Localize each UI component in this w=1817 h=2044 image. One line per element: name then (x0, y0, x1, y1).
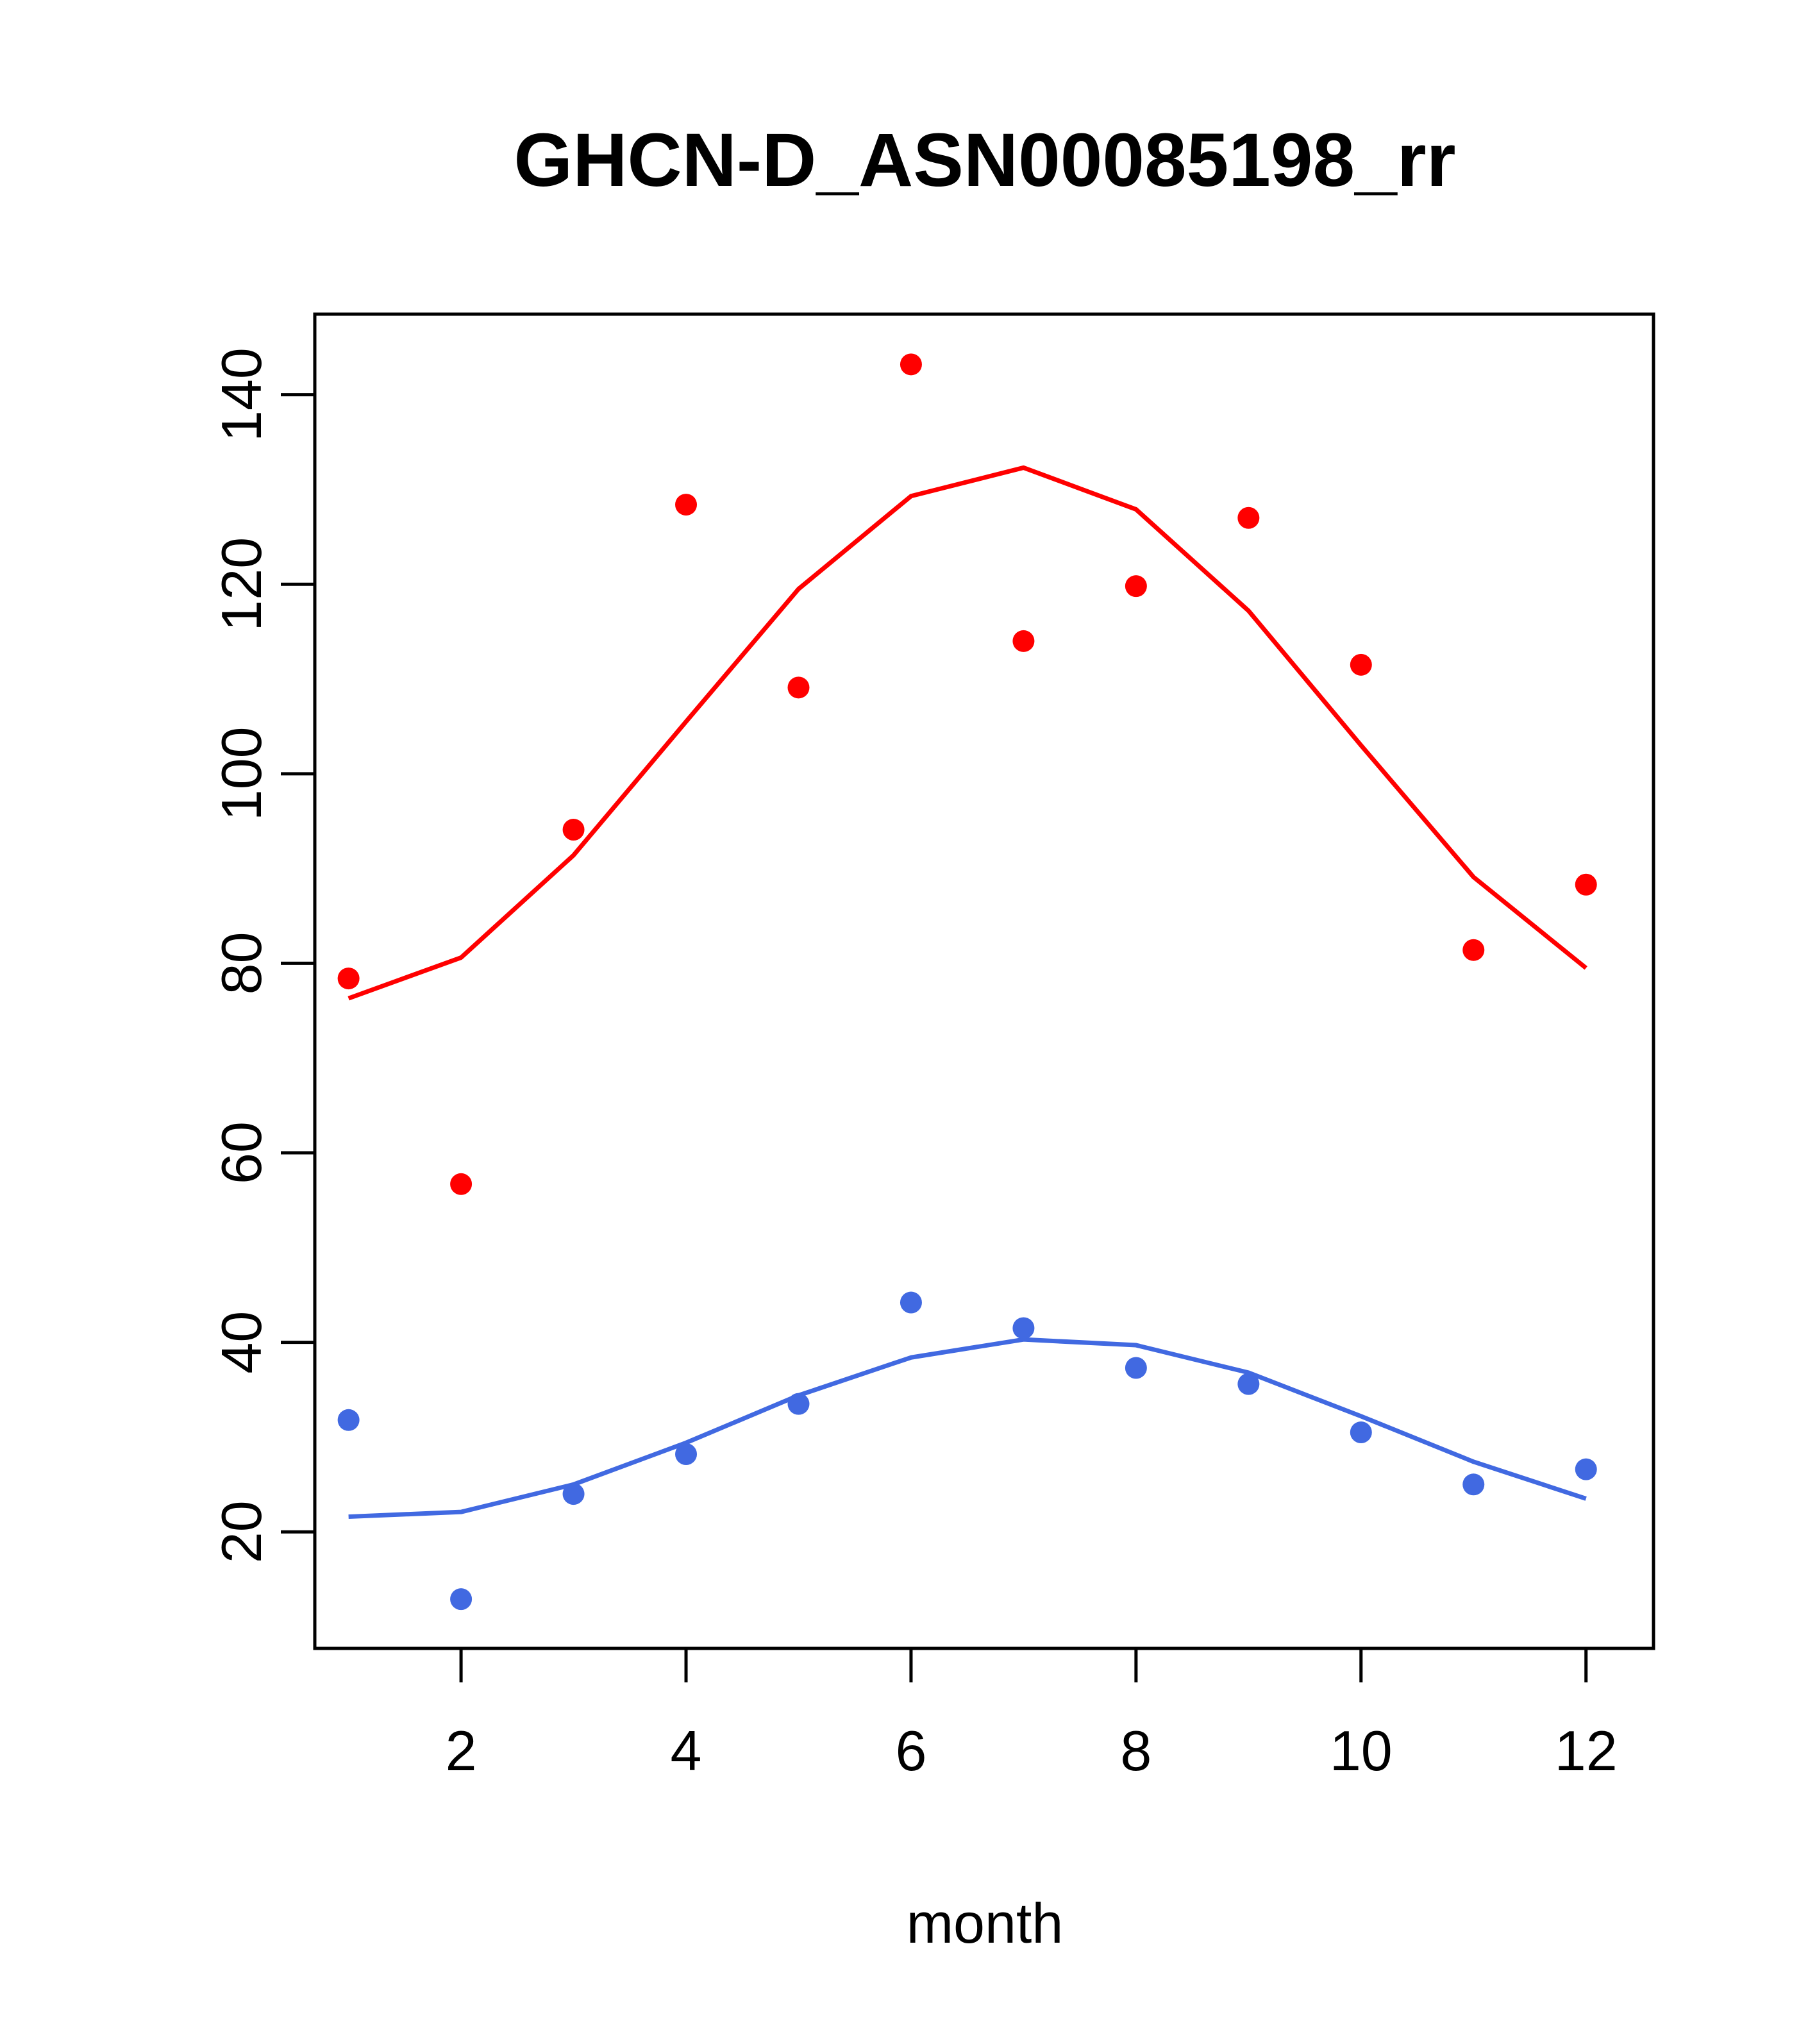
x-tick-label: 12 (1555, 1719, 1618, 1782)
red-point (675, 494, 698, 516)
x-tick-label: 2 (446, 1719, 477, 1782)
plot-frame (313, 312, 1655, 1650)
x-axis-label: month (907, 1891, 1064, 1955)
red-point (1237, 507, 1260, 529)
red-point (787, 676, 810, 699)
y-tick-label: 20 (210, 1500, 273, 1563)
blue-point (1012, 1317, 1035, 1339)
y-tick-label: 80 (210, 932, 273, 994)
blue-fit-line (348, 1337, 1587, 1520)
x-tick-label: 6 (895, 1719, 926, 1782)
y-tick-label: 60 (210, 1121, 273, 1184)
red-point (1125, 575, 1147, 598)
blue-point (450, 1588, 473, 1611)
chart-title: GHCN-D_ASN00085198_rr (514, 118, 1455, 203)
red-fit-line (347, 465, 1587, 1001)
x-tick-label: 8 (1120, 1719, 1151, 1782)
blue-point (562, 1483, 585, 1505)
blue-point (675, 1443, 698, 1466)
red-point (450, 1173, 473, 1195)
red-point (900, 353, 922, 376)
blue-point (1237, 1373, 1260, 1395)
y-tick-label: 120 (210, 537, 273, 632)
red-point (562, 819, 585, 841)
y-tick-label: 140 (210, 348, 273, 442)
blue-point (787, 1393, 810, 1415)
y-tick-label: 40 (210, 1311, 273, 1374)
red-point (1350, 653, 1372, 676)
x-tick-label: 10 (1330, 1719, 1393, 1782)
red-point (1462, 939, 1485, 961)
blue-point (1350, 1421, 1372, 1444)
x-axis: 2 4 6 8 10 12 (446, 1648, 1618, 1782)
y-axis: 20 40 60 80 100 120 140 (210, 348, 315, 1563)
x-tick-label: 4 (671, 1719, 702, 1782)
red-point (1012, 630, 1035, 652)
blue-point (337, 1409, 360, 1431)
blue-point (1125, 1357, 1147, 1379)
series-layer (337, 353, 1597, 1611)
blue-point (900, 1291, 922, 1314)
blue-point (1462, 1473, 1485, 1496)
blue-point (1575, 1458, 1597, 1480)
red-point (337, 968, 360, 990)
red-point (1575, 873, 1597, 896)
y-tick-label: 100 (210, 726, 273, 821)
